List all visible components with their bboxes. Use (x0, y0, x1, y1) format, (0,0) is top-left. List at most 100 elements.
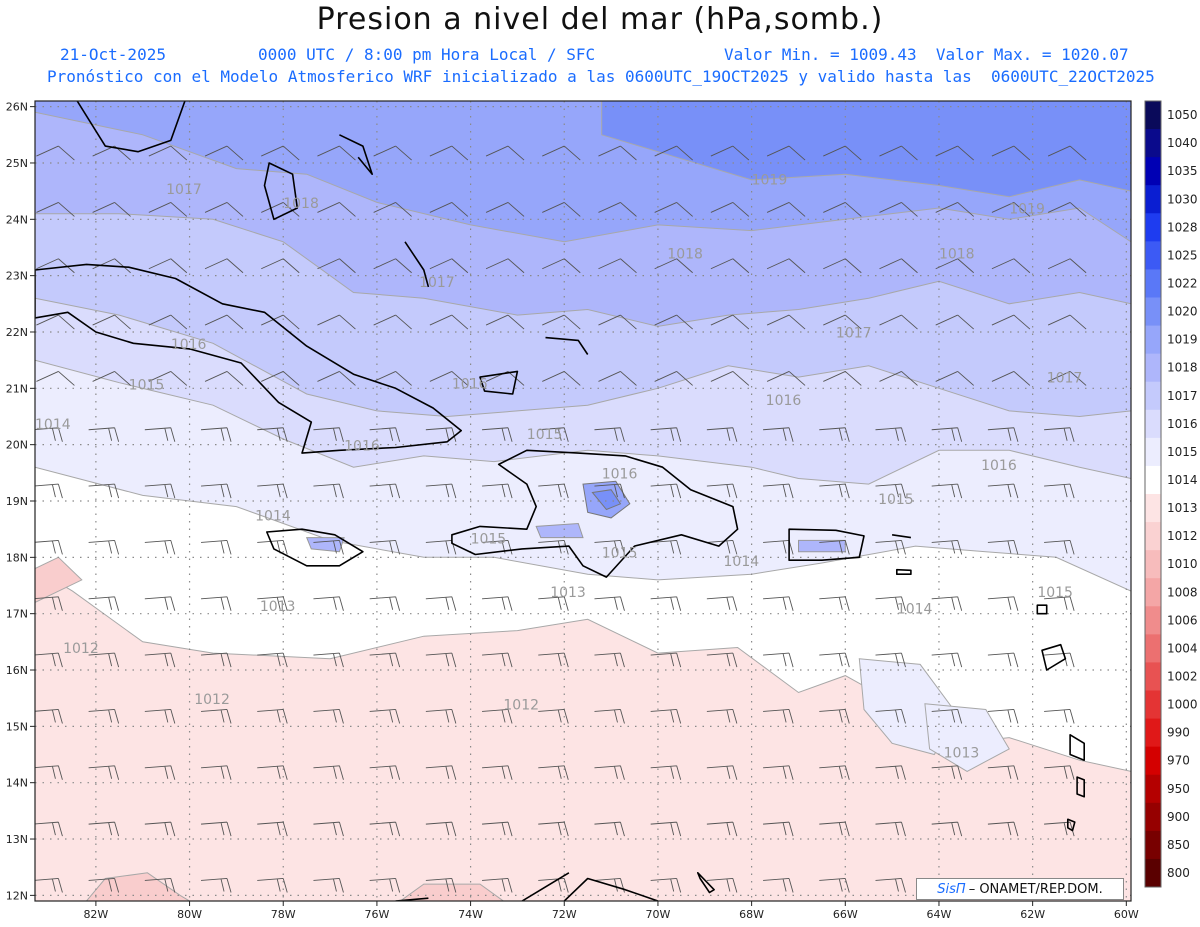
wind-barb (594, 539, 625, 555)
wind-barb (819, 709, 850, 724)
contour-label-1019: 1019 (752, 172, 788, 188)
wind-barb (482, 596, 513, 611)
wind-barb (766, 258, 806, 274)
time-info: 0000 UTC / 8:00 pm Hora Local / SFC (258, 45, 596, 64)
coast-puerto-rico (788, 528, 865, 561)
coast-virgin-islands (891, 534, 912, 539)
wind-barb (594, 709, 625, 724)
wind-barb (482, 709, 513, 724)
lon-label: 64W (927, 908, 952, 921)
wind-barb (763, 765, 794, 780)
wind-barb (313, 765, 344, 780)
wind-barb (598, 258, 637, 274)
wind-barb (987, 596, 1019, 611)
wind-barb (148, 145, 188, 161)
wind-barb (425, 821, 457, 837)
coast-florida (76, 101, 186, 153)
wind-barb (35, 821, 63, 837)
colorbar-label: 1002 (1167, 669, 1198, 683)
wind-barb (485, 258, 525, 274)
wind-barb (538, 709, 569, 724)
wind-barb (819, 821, 850, 837)
wind-barb (35, 765, 63, 780)
wind-barb (706, 878, 738, 893)
wind-barb (482, 427, 513, 442)
colorbar-swatch (1145, 494, 1161, 523)
wind-barb (369, 596, 401, 611)
contour-label-1016: 1016 (171, 337, 207, 353)
wind-barb (879, 145, 918, 161)
lat-label: 20N (6, 439, 28, 452)
wind-barb (710, 201, 750, 217)
wind-barb (763, 878, 794, 893)
wind-barb (987, 539, 1019, 555)
wind-barb (931, 709, 963, 724)
wind-barb (875, 821, 906, 837)
wind-barb (819, 427, 850, 442)
wind-barb (88, 821, 120, 837)
wind-barb (542, 371, 581, 386)
lat-label: 26N (6, 101, 28, 114)
wind-barb (935, 314, 974, 330)
wind-barb (313, 596, 344, 611)
wind-barb (257, 765, 288, 780)
wind-barb (819, 596, 850, 611)
wind-barb (1047, 145, 1087, 161)
wind-barb (706, 821, 738, 837)
colorbar-swatch (1145, 157, 1161, 186)
wind-barb (35, 596, 63, 611)
wind-barb (542, 201, 581, 217)
wind-barb (763, 709, 794, 724)
wind-barb (425, 483, 457, 499)
wind-barb (257, 821, 288, 837)
colorbar-label: 1025 (1167, 248, 1198, 262)
wind-barb (36, 314, 75, 330)
wind-barb (257, 427, 288, 442)
colorbar-swatch (1145, 550, 1161, 579)
coast-venezuela (563, 877, 659, 901)
wind-barb (598, 371, 637, 386)
wind-barb (931, 821, 963, 837)
wind-barb (650, 652, 682, 668)
wind-barb (598, 201, 637, 217)
colorbar-label: 900 (1167, 810, 1190, 824)
wind-barb (88, 709, 120, 724)
wind-barb (313, 539, 344, 555)
wind-barb (257, 596, 288, 611)
wind-barb (594, 483, 625, 499)
wind-barb (485, 201, 525, 217)
forecast-date: 21-Oct-2025 (60, 45, 166, 64)
wind-barb (88, 652, 120, 668)
wind-barb (144, 539, 176, 555)
wind-barb (35, 878, 63, 893)
coast-andros (263, 162, 299, 221)
wind-barb (92, 371, 131, 386)
wind-barb (935, 258, 974, 274)
colorbar-swatch (1145, 802, 1161, 832)
wind-barb (204, 201, 244, 217)
wind-barb (991, 258, 1031, 274)
lon-label: 68W (739, 908, 764, 921)
wind-barb (763, 483, 794, 499)
wind-barb (650, 539, 682, 555)
wind-barb (987, 821, 1019, 837)
wind-barb (313, 483, 344, 499)
contour-label-1012: 1012 (503, 697, 539, 713)
wind-barb (317, 145, 356, 161)
wind-barb (204, 314, 244, 330)
colorbar-swatch (1145, 269, 1161, 298)
wind-barb (373, 371, 412, 386)
wind-barb (482, 878, 513, 893)
lat-label: 23N (6, 270, 28, 283)
colorbar-swatch (1145, 213, 1161, 242)
wind-barb (148, 314, 188, 330)
wind-barb (538, 483, 569, 499)
wind-barb (763, 427, 794, 442)
wind-barb (144, 765, 176, 780)
colorbar-frame (1144, 100, 1162, 888)
wind-barb (92, 258, 131, 274)
wind-barb (650, 596, 682, 611)
wind-barb (36, 201, 75, 217)
wind-barb (313, 878, 344, 893)
